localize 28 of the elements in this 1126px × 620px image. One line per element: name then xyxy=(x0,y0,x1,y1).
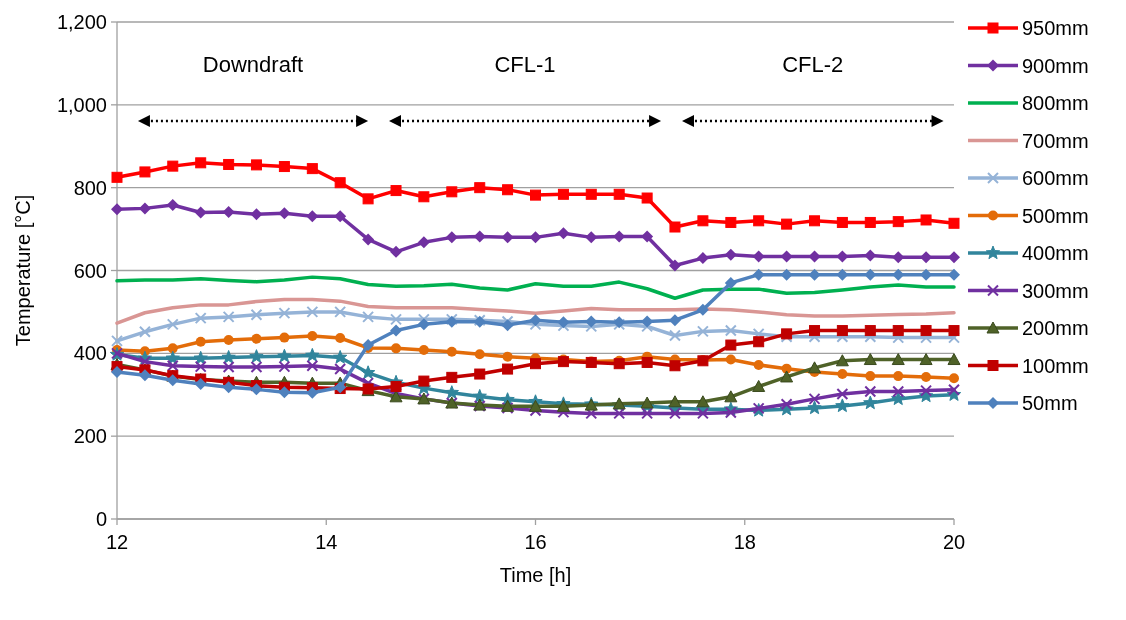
y-tick-label: 0 xyxy=(95,508,107,530)
legend-label: 200mm xyxy=(1022,317,1089,339)
y-tick-label: 1,200 xyxy=(56,11,107,33)
y-tick-label: 1,000 xyxy=(56,93,107,116)
y-tick-label: 800 xyxy=(73,176,107,199)
legend-label: 300mm xyxy=(1022,279,1089,302)
x-tick-label: 20 xyxy=(942,531,966,553)
legend-label: 100mm xyxy=(1022,354,1089,377)
legend-label: 800mm xyxy=(1022,92,1089,114)
legend-label: 700mm xyxy=(1022,129,1089,152)
legend-label: 600mm xyxy=(1022,167,1089,189)
y-tick-label: 200 xyxy=(73,425,107,448)
y-tick-label: 400 xyxy=(73,342,107,365)
y-tick-label: 600 xyxy=(73,259,107,282)
annotation: CFL-1 xyxy=(494,52,556,77)
y-axis-title: Temperature [°C] xyxy=(12,194,34,347)
legend-label: 900mm xyxy=(1022,54,1089,77)
annotation: CFL-2 xyxy=(782,52,844,77)
legend-label: 400mm xyxy=(1022,242,1089,264)
x-tick-label: 16 xyxy=(524,531,547,553)
annotation: Downdraft xyxy=(202,52,304,77)
legend-label: 500mm xyxy=(1022,204,1089,227)
legend-label: 950mm xyxy=(1022,17,1089,39)
x-tick-label: 14 xyxy=(315,531,338,553)
x-axis-title: Time [h] xyxy=(499,564,572,586)
legend-label: 50mm xyxy=(1022,392,1078,414)
x-tick-label: 12 xyxy=(105,531,129,553)
x-tick-label: 18 xyxy=(733,531,756,553)
